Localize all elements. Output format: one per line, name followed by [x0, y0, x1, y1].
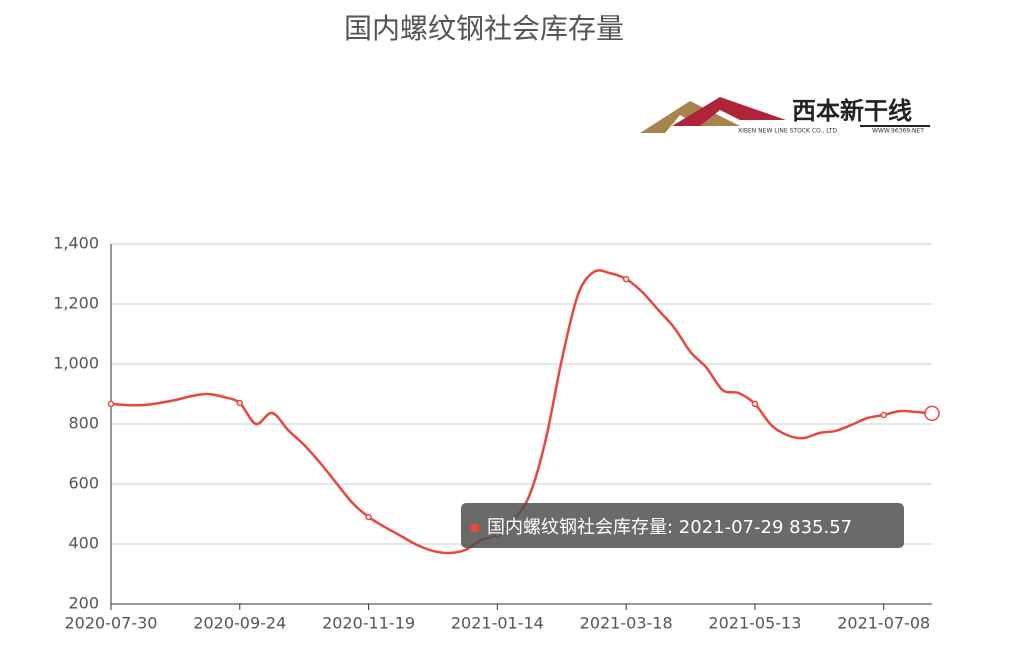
y-tick-label: 1,000: [53, 354, 99, 373]
point: [924, 405, 940, 422]
y-tick-label: 600: [68, 474, 99, 493]
x-tick-label: 2021-01-14: [451, 614, 544, 633]
point: [751, 400, 759, 408]
y-tick-label: 200: [68, 594, 99, 613]
y-tick-label: 1,400: [53, 234, 99, 253]
x-tick-label: 2021-05-13: [708, 614, 801, 633]
logo-shape: [672, 97, 786, 126]
point: [107, 400, 115, 408]
x-tick-label: 2020-09-24: [193, 614, 286, 633]
x-tick-label: 2020-11-19: [322, 614, 415, 633]
point: [365, 513, 372, 521]
point: [236, 399, 244, 407]
x-tick-label: 2021-07-08: [837, 614, 930, 633]
point: [622, 275, 630, 283]
point: [880, 411, 887, 419]
y-tick-label: 1,200: [53, 294, 99, 313]
tooltip-marker: [471, 524, 479, 532]
logo: 西本新干线 XIBEN NEW LINE STOCK CO., LTD. WWW…: [640, 97, 930, 135]
tooltip-box: [461, 503, 904, 548]
tooltip-text: 国内螺纹钢社会库存量: 2021-07-29 835.57: [487, 517, 852, 538]
x-tick-label: 2020-07-30: [65, 614, 158, 633]
chart-title: 国内螺纹钢社会库存量: [344, 12, 624, 45]
tooltip: 国内螺纹钢社会库存量: 2021-07-29 835.57: [461, 503, 904, 548]
logo-name: 西本新干线: [792, 97, 912, 125]
logo-site: WWW.96369.NET: [872, 128, 924, 135]
y-tick-label: 400: [68, 534, 99, 553]
y-tick-label: 800: [68, 414, 99, 433]
x-tick-label: 2021-03-18: [580, 614, 673, 633]
logo-company: XIBEN NEW LINE STOCK CO., LTD.: [738, 128, 839, 135]
